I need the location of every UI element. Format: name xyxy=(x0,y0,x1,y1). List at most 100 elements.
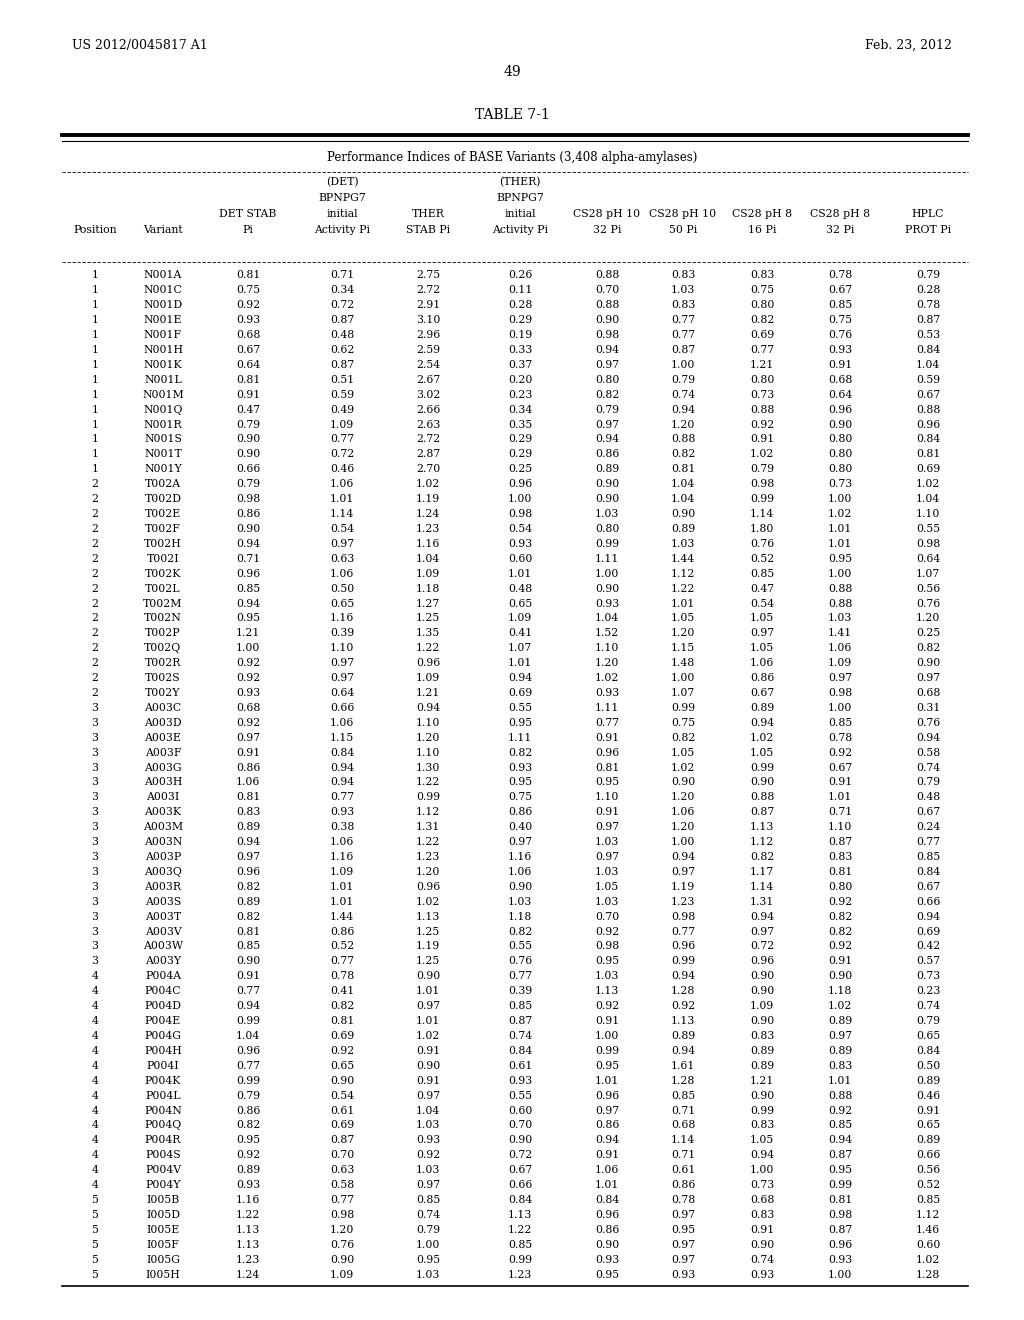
Text: 0.83: 0.83 xyxy=(750,1121,774,1130)
Text: 0.99: 0.99 xyxy=(236,1076,260,1085)
Text: 4: 4 xyxy=(91,1121,98,1130)
Text: 0.83: 0.83 xyxy=(236,808,260,817)
Text: 1.09: 1.09 xyxy=(508,614,532,623)
Text: P004S: P004S xyxy=(145,1150,181,1160)
Text: 0.82: 0.82 xyxy=(750,315,774,325)
Text: 0.98: 0.98 xyxy=(508,510,532,519)
Text: 0.79: 0.79 xyxy=(915,1016,940,1026)
Text: 5: 5 xyxy=(91,1239,98,1250)
Text: 1.17: 1.17 xyxy=(750,867,774,876)
Text: 4: 4 xyxy=(91,1090,98,1101)
Text: 0.73: 0.73 xyxy=(827,479,852,490)
Text: 1: 1 xyxy=(91,345,98,355)
Text: 0.56: 0.56 xyxy=(915,583,940,594)
Text: 0.90: 0.90 xyxy=(750,777,774,788)
Text: 0.58: 0.58 xyxy=(915,747,940,758)
Text: 0.80: 0.80 xyxy=(750,375,774,385)
Text: 3: 3 xyxy=(91,851,98,862)
Text: P004G: P004G xyxy=(144,1031,181,1041)
Text: 0.88: 0.88 xyxy=(827,1090,852,1101)
Text: 1: 1 xyxy=(91,285,98,296)
Text: 0.47: 0.47 xyxy=(750,583,774,594)
Text: 1.02: 1.02 xyxy=(915,1254,940,1265)
Text: 0.92: 0.92 xyxy=(827,1106,852,1115)
Text: 1.18: 1.18 xyxy=(827,986,852,997)
Text: 0.97: 0.97 xyxy=(595,420,620,429)
Text: 0.82: 0.82 xyxy=(236,1121,260,1130)
Text: 0.29: 0.29 xyxy=(508,315,532,325)
Text: 1: 1 xyxy=(91,420,98,429)
Text: 0.98: 0.98 xyxy=(671,912,695,921)
Text: 0.82: 0.82 xyxy=(508,927,532,937)
Text: 3: 3 xyxy=(91,747,98,758)
Text: 0.90: 0.90 xyxy=(750,1016,774,1026)
Text: T002E: T002E xyxy=(144,510,181,519)
Text: 0.57: 0.57 xyxy=(915,957,940,966)
Text: Pi: Pi xyxy=(243,224,253,235)
Text: CS28 pH 10: CS28 pH 10 xyxy=(649,209,717,219)
Text: 0.82: 0.82 xyxy=(330,1001,354,1011)
Text: 1.00: 1.00 xyxy=(508,494,532,504)
Text: T002L: T002L xyxy=(145,583,181,594)
Text: 0.90: 0.90 xyxy=(416,972,440,981)
Text: 0.48: 0.48 xyxy=(915,792,940,803)
Text: 0.95: 0.95 xyxy=(595,957,620,966)
Text: 0.73: 0.73 xyxy=(915,972,940,981)
Text: 0.99: 0.99 xyxy=(236,1016,260,1026)
Text: 0.79: 0.79 xyxy=(671,375,695,385)
Text: P004H: P004H xyxy=(144,1045,182,1056)
Text: A003V: A003V xyxy=(144,927,181,937)
Text: 0.55: 0.55 xyxy=(508,1090,532,1101)
Text: 0.79: 0.79 xyxy=(915,271,940,280)
Text: 1.01: 1.01 xyxy=(827,539,852,549)
Text: 1.03: 1.03 xyxy=(671,539,695,549)
Text: 0.96: 0.96 xyxy=(416,882,440,892)
Text: 4: 4 xyxy=(91,1180,98,1191)
Text: 0.90: 0.90 xyxy=(595,583,620,594)
Text: 1.13: 1.13 xyxy=(750,822,774,832)
Text: 0.87: 0.87 xyxy=(827,1225,852,1234)
Text: 0.71: 0.71 xyxy=(671,1106,695,1115)
Text: 0.73: 0.73 xyxy=(750,389,774,400)
Text: 1.09: 1.09 xyxy=(330,867,354,876)
Text: 0.94: 0.94 xyxy=(508,673,532,682)
Text: 0.29: 0.29 xyxy=(508,434,532,445)
Text: 0.91: 0.91 xyxy=(750,1225,774,1234)
Text: 0.88: 0.88 xyxy=(595,300,620,310)
Text: 1: 1 xyxy=(91,271,98,280)
Text: 1.16: 1.16 xyxy=(416,539,440,549)
Text: 0.91: 0.91 xyxy=(416,1045,440,1056)
Text: 1.28: 1.28 xyxy=(671,1076,695,1085)
Text: T002F: T002F xyxy=(145,524,181,535)
Text: 1.21: 1.21 xyxy=(750,360,774,370)
Text: 1.04: 1.04 xyxy=(595,614,620,623)
Text: 0.67: 0.67 xyxy=(236,345,260,355)
Text: 0.37: 0.37 xyxy=(508,360,532,370)
Text: 0.90: 0.90 xyxy=(827,420,852,429)
Text: 1.02: 1.02 xyxy=(416,896,440,907)
Text: 0.46: 0.46 xyxy=(915,1090,940,1101)
Text: 1.00: 1.00 xyxy=(416,1239,440,1250)
Text: 0.99: 0.99 xyxy=(508,1254,532,1265)
Text: 0.82: 0.82 xyxy=(671,449,695,459)
Text: 1.05: 1.05 xyxy=(750,747,774,758)
Text: 1.00: 1.00 xyxy=(750,1166,774,1175)
Text: 0.66: 0.66 xyxy=(330,702,354,713)
Text: 0.68: 0.68 xyxy=(671,1121,695,1130)
Text: 0.90: 0.90 xyxy=(236,449,260,459)
Text: 49: 49 xyxy=(503,65,521,79)
Text: 1.11: 1.11 xyxy=(595,702,620,713)
Text: 0.86: 0.86 xyxy=(595,1121,620,1130)
Text: 3.10: 3.10 xyxy=(416,315,440,325)
Text: 0.91: 0.91 xyxy=(595,1016,620,1026)
Text: 0.72: 0.72 xyxy=(750,941,774,952)
Text: 0.51: 0.51 xyxy=(330,375,354,385)
Text: 0.82: 0.82 xyxy=(750,851,774,862)
Text: 1: 1 xyxy=(91,405,98,414)
Text: 2: 2 xyxy=(91,494,98,504)
Text: 0.64: 0.64 xyxy=(915,554,940,564)
Text: I005H: I005H xyxy=(145,1270,180,1279)
Text: 1.20: 1.20 xyxy=(595,659,620,668)
Text: 0.20: 0.20 xyxy=(508,375,532,385)
Text: 1: 1 xyxy=(91,389,98,400)
